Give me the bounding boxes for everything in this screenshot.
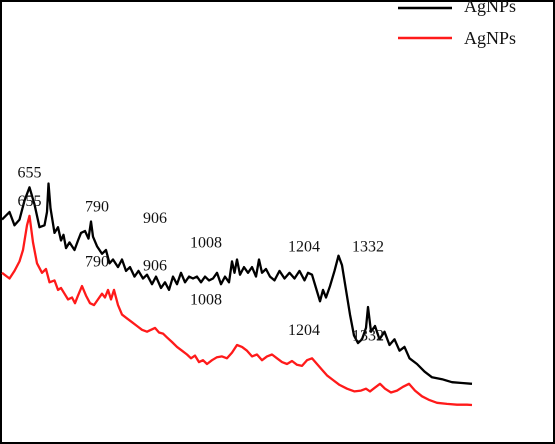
peak-label-655-red: 655 (18, 193, 42, 210)
legend: AgNPs AgNPs (398, 0, 516, 48)
peak-label-1332-black: 1332 (352, 238, 384, 255)
peak-label-906-red: 906 (143, 257, 167, 274)
peak-label-906-black: 906 (143, 210, 167, 227)
legend-label-agnps-b: AgNPs (464, 28, 516, 48)
peak-label-1204-red: 1204 (288, 322, 320, 339)
peak-label-1204-black: 1204 (288, 238, 320, 255)
peak-label-1008-black: 1008 (190, 235, 222, 252)
series-line-red (1, 214, 473, 407)
series-line-black (1, 182, 473, 385)
annotation-layer: 655 790 906 1008 1204 1332 655 790 906 1008 1204 13… (18, 164, 385, 344)
peak-label-1332-red: 1332 (352, 328, 384, 345)
legend-label-agnps-a: AgNPs (464, 0, 516, 16)
peak-label-790-black: 790 (85, 199, 109, 216)
peak-label-790-red: 790 (85, 254, 109, 271)
peak-label-1008-red: 1008 (190, 292, 222, 309)
series-layer (1, 182, 473, 407)
peak-label-655-black: 655 (18, 164, 42, 181)
